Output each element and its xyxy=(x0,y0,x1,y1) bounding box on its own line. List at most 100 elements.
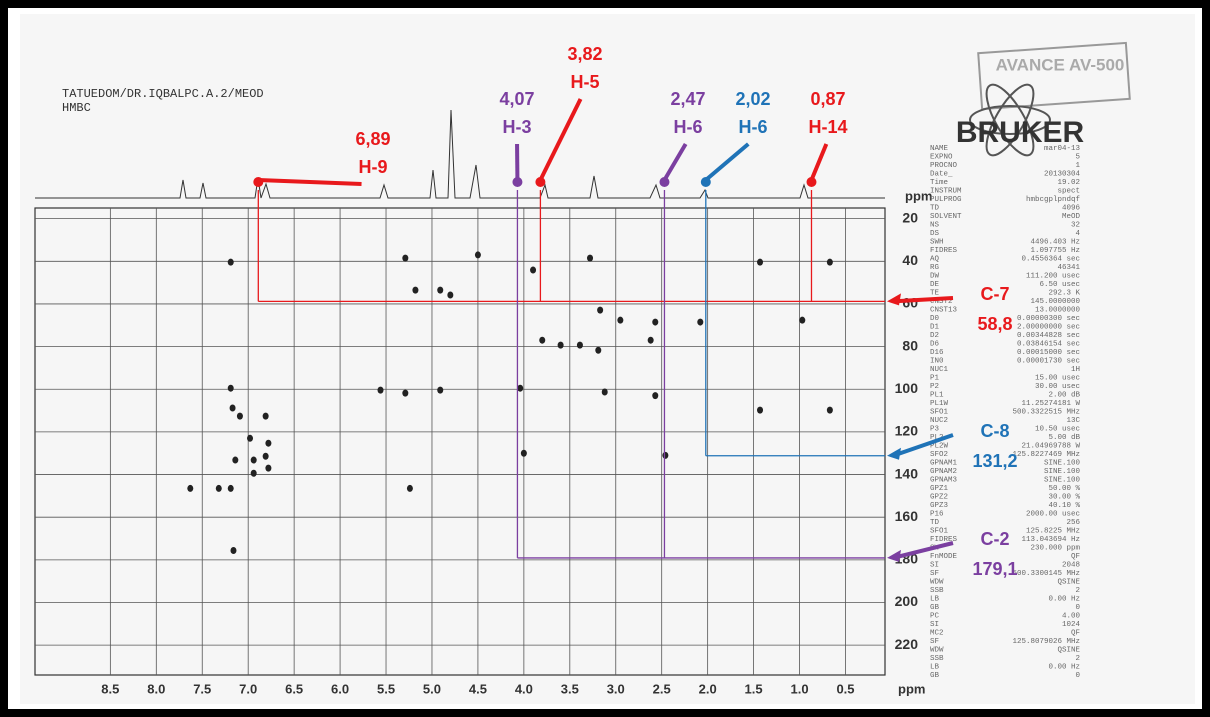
parameter-value: 1H xyxy=(1071,366,1080,374)
x-unit: ppm xyxy=(898,681,925,696)
y-tick-label: 220 xyxy=(895,636,919,652)
parameter-key: P1 xyxy=(930,374,940,382)
arrow xyxy=(892,296,954,304)
arrow-head xyxy=(887,549,901,562)
parameter-key: FIDRES xyxy=(930,536,958,544)
parameter-key: SOLVENT xyxy=(930,213,962,221)
proton-name: H-9 xyxy=(358,157,387,177)
parameter-value: 0.00344828 sec xyxy=(1017,332,1080,340)
x-tick-label: 1.0 xyxy=(791,681,809,696)
logo-atom xyxy=(985,83,1035,157)
parameter-value: 0.00001730 sec xyxy=(1017,357,1080,365)
parameter-value: 1.097755 Hz xyxy=(1030,247,1080,255)
arrow xyxy=(809,143,829,181)
arrow-head xyxy=(659,177,670,187)
proton-shift: 2,02 xyxy=(735,89,770,109)
parameter-key: DS xyxy=(930,230,940,238)
parameter-value: 113.043694 Hz xyxy=(1021,536,1080,544)
arrow-head xyxy=(253,177,264,187)
cross-peak xyxy=(447,291,454,299)
proton-name: H-5 xyxy=(570,72,599,92)
arrow-head xyxy=(512,177,523,187)
x-tick-label: 6.5 xyxy=(285,681,303,696)
cross-peak xyxy=(377,386,384,394)
cross-peak xyxy=(601,388,608,396)
arrow-head xyxy=(535,177,546,187)
parameter-value: 2.00 dB xyxy=(1048,391,1080,399)
parameter-key: P16 xyxy=(930,510,944,518)
parameter-value: mar04-13 xyxy=(1044,145,1081,153)
cross-peak xyxy=(652,318,659,326)
y-tick-label: 200 xyxy=(895,593,919,609)
parameter-key: FnMODE xyxy=(930,553,958,561)
x-tick-label: 8.0 xyxy=(147,681,165,696)
parameter-key: WDW xyxy=(930,578,944,586)
parameter-value: 5.00 dB xyxy=(1048,434,1080,442)
cross-peak xyxy=(437,286,444,294)
parameter-value: 230.000 ppm xyxy=(1030,544,1080,552)
parameter-key: TE xyxy=(930,289,940,297)
parameter-key: PL1 xyxy=(930,391,944,399)
parameter-key: SFO1 xyxy=(930,408,949,416)
proton-shift: 4,07 xyxy=(499,89,534,109)
cross-peak xyxy=(826,406,833,414)
cross-peak xyxy=(647,336,654,344)
parameter-key: FIDRES xyxy=(930,247,958,255)
parameter-value: 2048 xyxy=(1062,561,1080,569)
cross-peak xyxy=(402,254,409,262)
parameter-key: PROCNO xyxy=(930,162,958,170)
parameter-value: 1 xyxy=(1075,162,1080,170)
arrow xyxy=(258,178,362,186)
x-tick-label: 0.5 xyxy=(836,681,854,696)
parameter-value: 2 xyxy=(1075,587,1080,595)
cross-peak xyxy=(412,286,419,294)
projection-1d xyxy=(35,109,885,199)
parameter-value: MeOD xyxy=(1062,213,1081,221)
parameter-key: MC2 xyxy=(930,629,944,637)
cross-peak xyxy=(595,346,602,354)
parameter-value: 1024 xyxy=(1062,621,1081,629)
y-tick-label: 140 xyxy=(895,465,919,481)
cross-peak xyxy=(227,384,234,392)
cross-peak xyxy=(250,456,257,464)
parameter-key: INSTRUM xyxy=(930,187,962,195)
parameter-key: SF xyxy=(930,638,939,646)
cross-peak xyxy=(227,484,234,492)
parameter-value: 13.0000000 xyxy=(1035,306,1081,314)
parameter-key: D6 xyxy=(930,340,940,348)
cross-peak xyxy=(662,451,669,459)
cross-peak xyxy=(697,318,704,326)
stamp: AVANCE AV-500 xyxy=(996,55,1125,74)
experiment: HMBC xyxy=(62,101,91,115)
parameter-key: GPZ1 xyxy=(930,485,949,493)
arrow-head xyxy=(700,177,711,187)
parameter-key: PC xyxy=(930,612,940,620)
cross-peak xyxy=(617,316,624,324)
cross-peak xyxy=(517,384,524,392)
proton-name: H-3 xyxy=(502,117,531,137)
parameter-value: 125.8227469 MHz xyxy=(1012,451,1080,459)
x-tick-label: 2.5 xyxy=(653,681,671,696)
cross-peak xyxy=(265,464,272,472)
y-tick-label: 120 xyxy=(895,423,919,439)
x-tick-label: 3.5 xyxy=(561,681,579,696)
parameter-key: GB xyxy=(930,672,940,680)
parameter-value: 4496.403 Hz xyxy=(1030,238,1080,246)
parameter-key: NAME xyxy=(930,145,949,153)
y-tick-label: 20 xyxy=(902,209,918,225)
plot-frame xyxy=(34,207,886,676)
parameter-key: TD xyxy=(930,204,940,212)
x-tick-label: 8.5 xyxy=(101,681,119,696)
logo-atom xyxy=(969,105,1051,135)
cross-peak xyxy=(539,336,546,344)
carbon-name: C-8 xyxy=(980,421,1009,441)
parameter-key: SI xyxy=(930,561,939,569)
cross-peak xyxy=(215,484,222,492)
cross-peak xyxy=(262,452,269,460)
cross-peak xyxy=(437,386,444,394)
parameter-value: 30.00 usec xyxy=(1035,383,1080,391)
cross-peak xyxy=(187,484,194,492)
y-tick-label: 160 xyxy=(895,508,919,524)
stamp-box xyxy=(977,41,1131,111)
